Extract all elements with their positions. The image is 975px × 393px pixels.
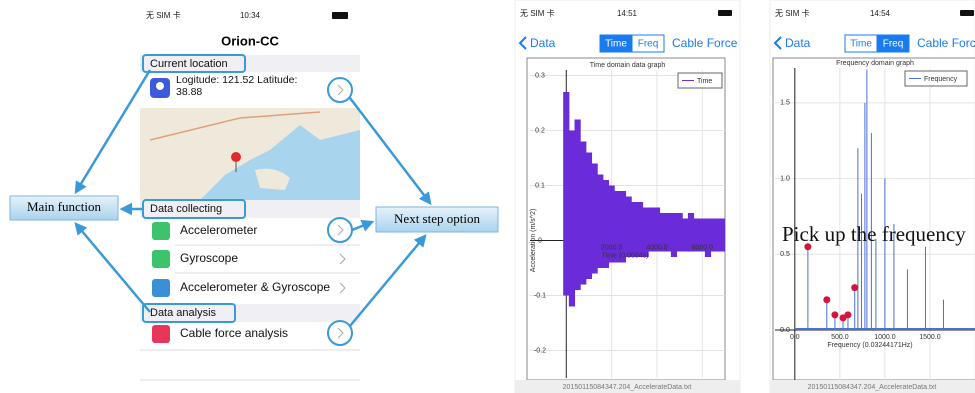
- segment[interactable]: Freq: [883, 39, 904, 50]
- screen-1: 无 SIM 卡 10:34 Orion-CC Current location …: [140, 0, 360, 393]
- y-tick-label: 1.0: [780, 175, 790, 182]
- location-text: Logitude: 121.52 Latitude: 38.88: [176, 74, 321, 98]
- location-wrap: Logitude: 121.52 Latitude: 38.88: [176, 74, 321, 106]
- x-tick-label: 4000.0: [646, 244, 668, 251]
- callout: Next step option: [394, 211, 480, 226]
- clock: 10:34: [240, 11, 261, 20]
- carrier: 无 SIM 卡: [146, 10, 181, 20]
- carrier: 无 SIM 卡: [775, 8, 810, 18]
- app-title: Orion-CC: [221, 33, 279, 48]
- clock: 14:54: [870, 9, 891, 18]
- chart-title: Frequency domain graph: [836, 60, 914, 67]
- battery: [960, 10, 974, 16]
- segment[interactable]: Time: [605, 39, 627, 50]
- arrow: [350, 98, 430, 203]
- x-axis-label: Time (0.0004s): [602, 252, 649, 259]
- y-tick-label: 0.2: [535, 127, 545, 134]
- section-header: Data collecting: [150, 203, 222, 215]
- x-tick-label: 2000.0: [601, 244, 623, 251]
- clock: 14:51: [617, 9, 638, 18]
- y-tick-label: 0.5: [780, 251, 790, 258]
- footer: 20150115084347.204_AccelerateData.txt: [808, 384, 937, 391]
- x-tick-label: 6000.0: [692, 244, 714, 251]
- annotation: Pick up the frequency: [782, 222, 966, 246]
- y-tick-label: 1.5: [780, 100, 790, 107]
- arrow: [76, 224, 150, 312]
- arrow: [76, 70, 150, 192]
- x-tick-label: 500.0: [831, 334, 849, 341]
- screen-3: 无 SIM 卡 14:54 Data Cable Force 201501150…: [770, 0, 975, 393]
- battery: [332, 12, 348, 19]
- legend-label: Frequency: [924, 76, 958, 83]
- section-header: Data analysis: [150, 307, 217, 319]
- menu-item[interactable]: Accelerometer & Gyroscope: [180, 280, 330, 294]
- picked-peak[interactable]: [851, 284, 858, 291]
- section-header: Current location: [150, 58, 228, 70]
- menu-item[interactable]: Gyroscope: [180, 251, 238, 265]
- item-icon: [152, 279, 170, 297]
- item-icon: [152, 325, 170, 343]
- nav-right[interactable]: Cable Force: [917, 36, 975, 50]
- picked-peak[interactable]: [831, 311, 838, 318]
- map-pin: [231, 152, 241, 162]
- nav-right[interactable]: Cable Force: [672, 36, 738, 50]
- segment[interactable]: Time: [850, 39, 872, 50]
- y-tick-label: 0.3: [535, 72, 545, 79]
- menu-item[interactable]: Accelerometer: [180, 223, 257, 237]
- y-tick-label: -0.1: [534, 292, 546, 299]
- legend-label: Time: [697, 78, 712, 85]
- item-icon: [152, 222, 170, 240]
- battery: [718, 10, 732, 16]
- y-axis-label: Acceleration (m/s^2): [530, 209, 537, 273]
- menu-item[interactable]: Cable force analysis: [180, 326, 288, 340]
- segment[interactable]: Freq: [638, 39, 659, 50]
- back-button[interactable]: Data: [785, 36, 811, 50]
- page: 无 SIM 卡 10:34 Orion-CC Current location …: [0, 0, 975, 393]
- callout: Main function: [27, 199, 102, 214]
- picked-peak[interactable]: [823, 296, 830, 303]
- x-axis-label: Frequency (0.03244171Hz): [827, 342, 912, 349]
- screen-2: 无 SIM 卡 14:51 Data Cable Force 201501150…: [515, 0, 740, 393]
- x-tick-label: 1000.0: [874, 334, 896, 341]
- x-tick-label: 1500.0: [919, 334, 941, 341]
- y-tick-label: 0.1: [535, 182, 545, 189]
- back-button[interactable]: Data: [530, 36, 556, 50]
- arrow: [350, 236, 425, 326]
- picked-peak[interactable]: [844, 311, 851, 318]
- y-tick-label: -0.2: [534, 347, 546, 354]
- item-icon: [152, 250, 170, 268]
- footer: 20150115084347.204_AccelerateData.txt: [563, 384, 692, 391]
- chart-title: Time domain data graph: [590, 62, 666, 69]
- carrier: 无 SIM 卡: [520, 8, 555, 18]
- x-tick-label: 0.0: [790, 334, 800, 341]
- icon-pin: [156, 82, 164, 90]
